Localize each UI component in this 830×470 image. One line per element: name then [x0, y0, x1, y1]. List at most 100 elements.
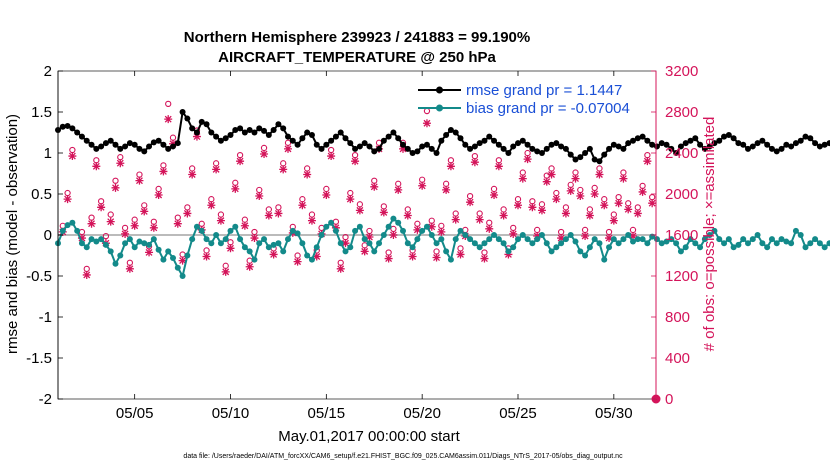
rmse-series-point	[538, 150, 545, 156]
obs-assimilated-point	[135, 176, 144, 185]
y-tick-label: 0	[44, 227, 52, 244]
bias-series-point	[294, 230, 301, 237]
bias-series-point	[366, 240, 373, 247]
bias-series-point	[150, 236, 157, 243]
rmse-series-point	[150, 139, 157, 146]
obs-assimilated-point	[130, 221, 139, 230]
rmse-series-point	[783, 141, 790, 148]
obs-assimilated-point	[518, 174, 527, 183]
bias-series-point	[802, 244, 809, 251]
obs-assimilated-point	[456, 250, 465, 259]
legend-bias-marker	[436, 104, 443, 112]
obs-assimilated-point	[566, 186, 575, 195]
obs-assimilated-point	[413, 225, 422, 234]
obs-assimilated-point	[403, 211, 412, 220]
bias-series-point	[759, 240, 766, 247]
bias-series-point	[515, 236, 521, 243]
rmse-series-point	[534, 148, 541, 155]
rmse-series-point	[596, 158, 603, 165]
bias-series-point	[102, 241, 109, 248]
obs-assimilated-point	[629, 232, 637, 240]
obs-assimilated-point	[207, 201, 216, 210]
bias-series-point	[562, 236, 569, 243]
rmse-series-point	[232, 127, 239, 134]
bias-series-point	[222, 236, 229, 243]
rmse-series-point	[270, 127, 277, 134]
obs-assimilated-point	[336, 264, 345, 273]
rmse-series-point	[102, 140, 109, 147]
rmse-series-point	[687, 137, 694, 144]
rmse-series-point	[577, 154, 584, 161]
obs-assimilated-point	[140, 207, 149, 216]
bias-series-point	[792, 227, 799, 234]
obs-assimilated-point	[164, 115, 173, 124]
bias-series-point	[615, 240, 622, 247]
obs-assimilated-point	[379, 208, 388, 217]
bias-series-point	[438, 236, 445, 243]
rmse-series-point	[308, 131, 315, 138]
bias-series-point	[596, 240, 603, 247]
rmse-series-point	[615, 143, 622, 150]
bias-series-point	[198, 227, 205, 234]
bias-series-point	[261, 236, 268, 243]
obs-assimilated-point	[341, 239, 350, 248]
rmse-series-point	[524, 141, 531, 148]
bias-series-point	[237, 236, 244, 243]
obs-assimilated-point	[648, 199, 657, 208]
rmse-series-point	[390, 129, 397, 136]
bias-series-point	[721, 240, 728, 247]
bias-series-point	[606, 244, 613, 251]
obs-assimilated-point	[188, 170, 197, 179]
rmse-series-point	[476, 140, 483, 147]
rmse-series-point	[126, 140, 133, 147]
y-right-tick-label: 2800	[665, 104, 698, 121]
rmse-series-point	[74, 129, 81, 136]
bias-series-point	[457, 227, 464, 234]
obs-assimilated-point	[250, 234, 259, 243]
rmse-series-point	[122, 143, 129, 150]
bias-series-point	[136, 238, 143, 245]
bias-series-point	[630, 238, 636, 245]
obs-assimilated-point	[355, 206, 364, 215]
rmse-series-point	[515, 140, 521, 147]
bias-series-point	[481, 240, 488, 247]
y-tick-label: 1	[44, 145, 52, 162]
rmse-series-point	[471, 143, 478, 150]
obs-assimilated-point	[202, 252, 211, 261]
bias-series-point	[246, 248, 253, 255]
bias-series-point	[308, 256, 315, 263]
bias-series-point	[170, 254, 176, 261]
bias-series-point	[697, 244, 704, 251]
bias-series-point	[304, 252, 311, 259]
obs-assimilated-point	[370, 182, 379, 191]
rmse-series-point	[639, 133, 646, 140]
rmse-series-point	[562, 145, 569, 152]
rmse-series-point	[371, 148, 378, 155]
rmse-series-point	[673, 150, 680, 156]
rmse-series-point	[668, 145, 675, 152]
bias-series-point	[433, 240, 440, 247]
bias-series-point	[768, 236, 775, 243]
bias-series-point	[471, 240, 478, 247]
obs-assimilated-point	[494, 162, 503, 171]
bias-series-point	[256, 240, 263, 247]
bias-series-point	[764, 244, 771, 251]
obs-assimilated-point	[240, 221, 249, 230]
rmse-series-point	[797, 137, 804, 144]
legend-rmse-marker	[436, 86, 443, 94]
rmse-series-point	[356, 143, 363, 150]
bias-series-point	[371, 248, 378, 255]
bias-series-point	[486, 236, 493, 243]
obs-assimilated-point	[192, 132, 201, 141]
bias-series-point	[275, 240, 282, 247]
y-right-tick-label: 0	[665, 391, 673, 408]
rmse-series-point	[543, 145, 550, 152]
rmse-series-point	[217, 137, 224, 144]
rmse-series-point	[78, 133, 85, 140]
rmse-series-point	[419, 143, 426, 150]
obs-assimilated-point	[470, 158, 479, 167]
rmse-series-point	[112, 141, 119, 148]
x-tick-label: 05/20	[403, 405, 441, 422]
rmse-series-point	[606, 145, 613, 152]
rmse-series-point	[716, 137, 723, 144]
